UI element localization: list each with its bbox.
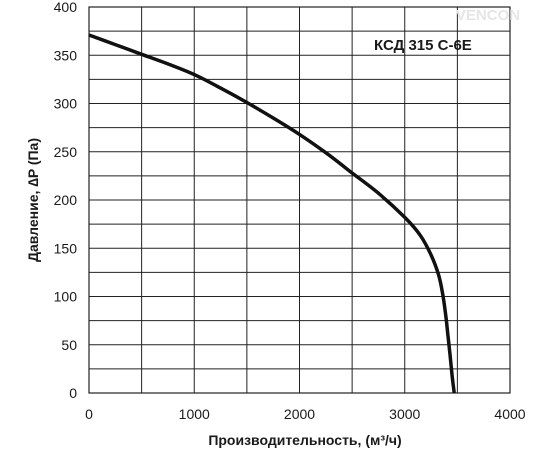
y-tick-label-0: 0 xyxy=(69,385,77,401)
x-axis-title: Производительность, (м³/ч) xyxy=(208,432,401,448)
y-tick-label-1: 50 xyxy=(61,337,77,353)
y-tick-label-3: 150 xyxy=(54,240,78,256)
x-tick-label-4: 4000 xyxy=(494,406,525,422)
plot-frame xyxy=(88,6,511,394)
y-tick-label-5: 250 xyxy=(54,144,78,160)
y-tick-label-4: 200 xyxy=(54,192,78,208)
x-tick-label-1: 1000 xyxy=(179,406,210,422)
series xyxy=(88,33,456,394)
watermark-logo: VENCON xyxy=(456,7,520,24)
y-axis-title: Давление, ∆P (Па) xyxy=(25,138,41,262)
y-tick-label-8: 400 xyxy=(54,0,78,15)
grid xyxy=(88,6,511,394)
x-tick-label-2: 2000 xyxy=(284,406,315,422)
tick-labels: 0 1000 2000 3000 4000 0 50 100 150 200 250 300 350 40… xyxy=(54,0,526,422)
series-line-0 xyxy=(88,33,456,394)
x-tick-label-0: 0 xyxy=(85,406,93,422)
y-tick-label-7: 350 xyxy=(54,47,78,63)
x-tick-label-3: 3000 xyxy=(389,406,420,422)
y-tick-label-2: 100 xyxy=(54,289,78,305)
y-tick-label-6: 300 xyxy=(54,96,78,112)
model-label: КСД 315 С-6Е xyxy=(374,37,472,54)
